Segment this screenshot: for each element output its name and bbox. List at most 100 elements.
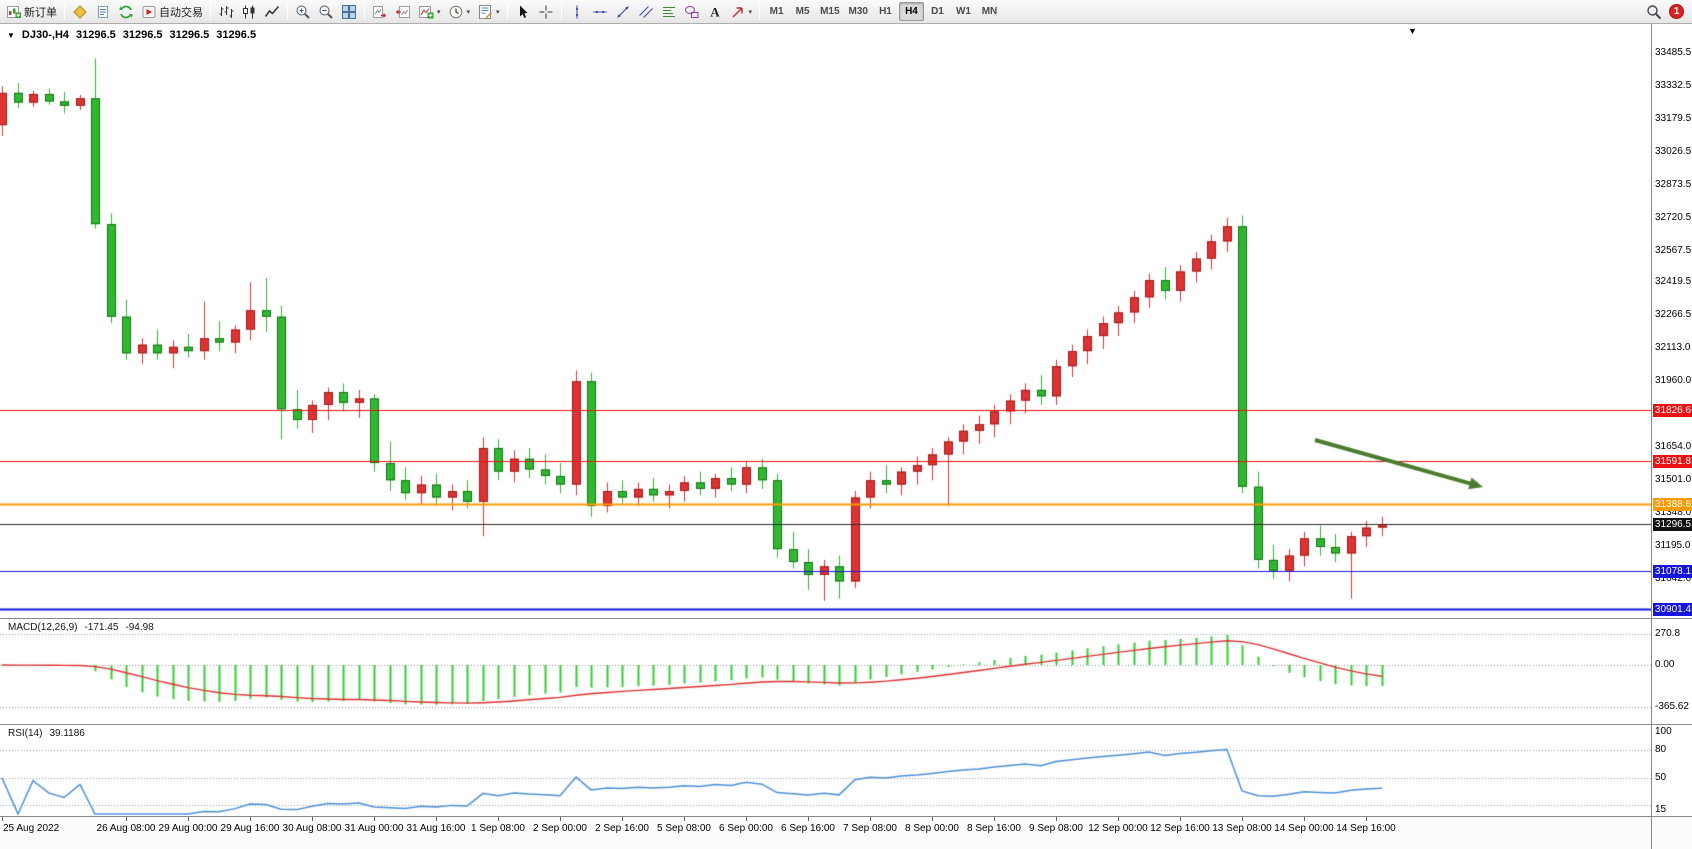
time-axis-label: 9 Sep 08:00	[1029, 823, 1083, 834]
time-axis: 25 Aug 2022 26 Aug 08:00 29 Aug 00:00 29 Au…	[0, 816, 1692, 849]
market-watch-icon	[95, 4, 111, 20]
timeframe-h1-button[interactable]: H1	[873, 2, 898, 21]
price-axis-label: 32873.5	[1655, 178, 1692, 190]
new-order-button[interactable]: 新订单	[3, 1, 60, 22]
line-chart-button[interactable]	[261, 1, 283, 22]
trendline-button[interactable]	[612, 1, 634, 22]
tile-windows-button[interactable]	[338, 1, 360, 22]
timeframe-h4-button[interactable]: H4	[898, 2, 924, 21]
indicators-button[interactable]: ▾	[415, 1, 444, 22]
cursor-button[interactable]	[512, 1, 534, 22]
price-chart-canvas[interactable]	[0, 24, 1652, 816]
arrows-button[interactable]: ▾	[727, 1, 756, 22]
chart-open-value: 31296.5	[76, 29, 116, 41]
clock-icon	[448, 4, 464, 20]
autotrading-button-label: 自动交易	[159, 6, 203, 19]
time-axis-tick	[2, 817, 3, 821]
vertical-line-icon	[569, 4, 585, 20]
chart-close-value: 31296.5	[216, 29, 257, 41]
autotrading-icon	[141, 4, 157, 20]
timeframe-mn-button[interactable]: MN	[977, 2, 1002, 21]
timeframe-d1-button[interactable]: D1	[925, 2, 950, 21]
price-axis-label: 32266.5	[1655, 309, 1692, 321]
one-click-trading-arrow-icon[interactable]: ▼	[7, 30, 15, 40]
time-axis-label: 6 Sep 16:00	[781, 823, 835, 834]
periods-button[interactable]: ▾	[445, 1, 474, 22]
auto-scroll-button[interactable]	[369, 1, 391, 22]
symbols-button[interactable]	[69, 1, 91, 22]
templates-button[interactable]: ▾	[474, 1, 503, 22]
zoom-in-button[interactable]	[292, 1, 314, 22]
time-axis-tick	[250, 817, 251, 821]
timeframe-m30-button[interactable]: M30	[845, 2, 872, 21]
toolbar-separator	[506, 3, 508, 20]
crosshair-icon	[538, 4, 554, 20]
zoom-in-icon	[295, 4, 311, 20]
equidistant-channel-button[interactable]	[635, 1, 657, 22]
macd-axis-label: -365.62	[1655, 700, 1689, 712]
time-axis-label: 26 Aug 08:00	[96, 823, 156, 834]
rsi-axis-label: 100	[1655, 726, 1672, 737]
new-order-icon	[6, 4, 22, 20]
bar-chart-button[interactable]	[215, 1, 237, 22]
chart-high-value: 31296.5	[122, 29, 163, 41]
price-level-badge: 31388.6	[1653, 498, 1692, 512]
time-axis-label: 14 Sep 00:00	[1274, 823, 1334, 834]
zoom-out-button[interactable]	[315, 1, 337, 22]
time-axis-label: 14 Sep 16:00	[1336, 823, 1396, 834]
price-axis-label: 33026.5	[1655, 145, 1692, 157]
candlestick-icon	[241, 4, 257, 20]
time-axis-tick	[746, 817, 747, 821]
horizontal-line-button[interactable]	[589, 1, 611, 22]
timeframe-m1-button[interactable]: M1	[764, 2, 789, 21]
horizontal-line-icon	[592, 4, 608, 20]
time-axis-tick	[870, 817, 871, 821]
time-axis-label: 12 Sep 16:00	[1150, 823, 1210, 834]
price-axis-label: 32419.5	[1655, 276, 1692, 288]
time-axis-tick	[622, 817, 623, 821]
notification-badge[interactable]: 1	[1669, 4, 1684, 19]
search-button[interactable]	[1643, 1, 1665, 22]
shapes-button[interactable]	[681, 1, 703, 22]
auto-scroll-icon	[372, 4, 388, 20]
time-axis-tick	[808, 817, 809, 821]
time-axis-tick	[1118, 817, 1119, 821]
text-button[interactable]: A	[704, 1, 726, 22]
time-axis-label: 6 Sep 00:00	[719, 823, 773, 834]
rsi-value: 39.1186	[49, 728, 85, 739]
price-level-badge: 31078.1	[1653, 565, 1692, 579]
price-scale[interactable]: 33485.5 33332.5 33179.5 33026.5 32873.5 32720…	[1651, 24, 1692, 849]
chevron-down-icon: ▾	[437, 8, 441, 16]
autotrading-button[interactable]: 自动交易	[138, 1, 206, 22]
toolbar-separator	[560, 3, 562, 20]
macd-name: MACD(12,26,9)	[8, 622, 78, 633]
price-axis-label: 31654.0	[1655, 441, 1692, 453]
rsi-panel-separator[interactable]	[0, 724, 1692, 725]
price-axis-label: 33332.5	[1655, 79, 1692, 91]
timeframe-w1-button[interactable]: W1	[951, 2, 976, 21]
refresh-button[interactable]	[115, 1, 137, 22]
fibonacci-button[interactable]	[658, 1, 680, 22]
timeframe-m5-button[interactable]: M5	[790, 2, 815, 21]
time-axis-tick	[1366, 817, 1367, 821]
time-axis-tick	[436, 817, 437, 821]
price-level-badge: 30901.4	[1653, 603, 1692, 617]
new-order-button-label: 新订单	[24, 6, 57, 19]
chart-window: ▼ DJ30-,H4 31296.5 31296.5 31296.5 31296…	[0, 24, 1692, 849]
crosshair-button[interactable]	[535, 1, 557, 22]
price-axis-label: 31501.0	[1655, 474, 1692, 486]
search-icon	[1646, 4, 1662, 20]
time-axis-tick	[932, 817, 933, 821]
chart-shift-button[interactable]	[392, 1, 414, 22]
time-axis-label: 8 Sep 16:00	[967, 823, 1021, 834]
timeframe-m15-button[interactable]: M15	[816, 2, 843, 21]
market-watch-button[interactable]	[92, 1, 114, 22]
price-axis-label: 32720.5	[1655, 211, 1692, 223]
scroll-marker-icon[interactable]: ▼	[1408, 26, 1417, 36]
candlestick-chart-button[interactable]	[238, 1, 260, 22]
vertical-line-button[interactable]	[566, 1, 588, 22]
macd-panel-separator[interactable]	[0, 618, 1692, 619]
chart-title: ▼ DJ30-,H4 31296.5 31296.5 31296.5 31296…	[7, 29, 256, 41]
price-level-badge: 31591.8	[1653, 454, 1692, 468]
rsi-axis-label: 50	[1655, 771, 1667, 783]
